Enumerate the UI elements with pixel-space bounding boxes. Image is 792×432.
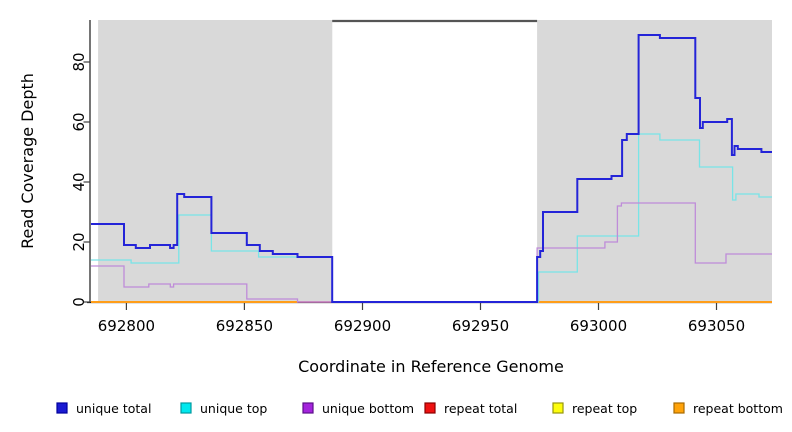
legend-label: unique bottom (322, 401, 414, 416)
covered-regions-layer (98, 20, 772, 302)
x-tick-label: 692950 (452, 317, 509, 335)
legend-swatch (552, 402, 564, 414)
legend-swatch (673, 402, 685, 414)
series-line-unique-total (91, 34, 772, 303)
legend-item-repeat-bottom: repeat bottom (673, 401, 783, 416)
covered-region-rect (537, 20, 772, 302)
legend-swatch (424, 402, 436, 414)
x-tick-label: 692900 (334, 317, 391, 335)
x-tick-label: 693050 (688, 317, 745, 335)
axes-layer: 0 20 40 60 80 692800 692850 692900 692950 693000 6… (70, 20, 772, 335)
legend: unique total unique top unique bottom repea… (56, 401, 783, 416)
legend-item-unique-top: unique top (180, 401, 267, 416)
y-tick-label: 60 (70, 112, 88, 131)
series-lines-layer (91, 34, 772, 303)
legend-label: unique top (200, 401, 267, 416)
legend-label: repeat top (572, 401, 637, 416)
series-line-unique-top (91, 133, 772, 303)
y-axis-title: Read Coverage Depth (18, 73, 37, 249)
y-tick-label: 0 (70, 297, 88, 307)
legend-item-repeat-total: repeat total (424, 401, 517, 416)
legend-label: repeat bottom (693, 401, 783, 416)
y-tick-label: 80 (70, 52, 88, 71)
legend-swatch (180, 402, 192, 414)
covered-region-rect (98, 20, 333, 302)
x-axis-title: Coordinate in Reference Genome (298, 357, 564, 376)
x-tick-label: 693000 (570, 317, 627, 335)
legend-item-unique-total: unique total (56, 401, 151, 416)
y-tick-label: 20 (70, 232, 88, 251)
x-tick-label: 692850 (216, 317, 273, 335)
legend-item-unique-bottom: unique bottom (302, 401, 414, 416)
x-tick-label: 692800 (98, 317, 155, 335)
legend-label: unique total (76, 401, 151, 416)
legend-swatch (302, 402, 314, 414)
y-tick-label: 40 (70, 172, 88, 191)
legend-swatch (56, 402, 68, 414)
legend-label: repeat total (444, 401, 517, 416)
legend-item-repeat-top: repeat top (552, 401, 637, 416)
